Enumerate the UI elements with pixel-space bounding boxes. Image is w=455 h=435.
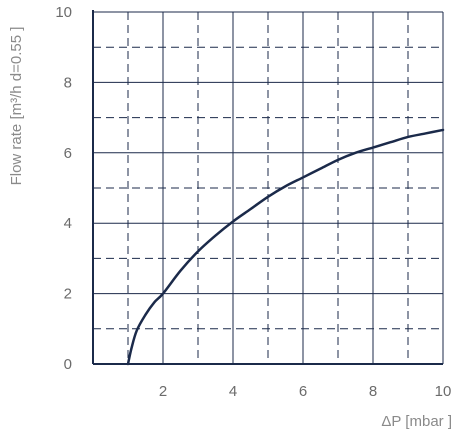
grid-solid-lines xyxy=(93,11,444,364)
y-tick-label: 2 xyxy=(64,286,72,303)
y-axis-label: Flow rate [m³/h d=0.55 ] xyxy=(8,27,25,186)
x-tick-label: 10 xyxy=(435,383,452,400)
flow-rate-curve xyxy=(126,128,445,366)
grid-dashed-lines xyxy=(93,12,443,364)
axes xyxy=(92,10,443,365)
y-tick-label: 4 xyxy=(64,215,72,232)
x-tick-label: 8 xyxy=(369,383,377,400)
x-axis-label: ΔP [mbar ] xyxy=(381,413,452,430)
y-tick-labels: 0 2 4 6 8 10 xyxy=(55,4,72,373)
x-tick-label: 4 xyxy=(229,383,237,400)
y-tick-label: 0 xyxy=(64,356,72,373)
x-tick-label: 2 xyxy=(159,383,167,400)
y-tick-label: 8 xyxy=(64,74,72,91)
x-tick-label: 6 xyxy=(299,383,307,400)
y-tick-label: 6 xyxy=(64,145,72,162)
series-group xyxy=(126,128,445,366)
y-tick-label: 10 xyxy=(55,4,72,21)
x-tick-labels: 2 4 6 8 10 xyxy=(159,383,452,400)
